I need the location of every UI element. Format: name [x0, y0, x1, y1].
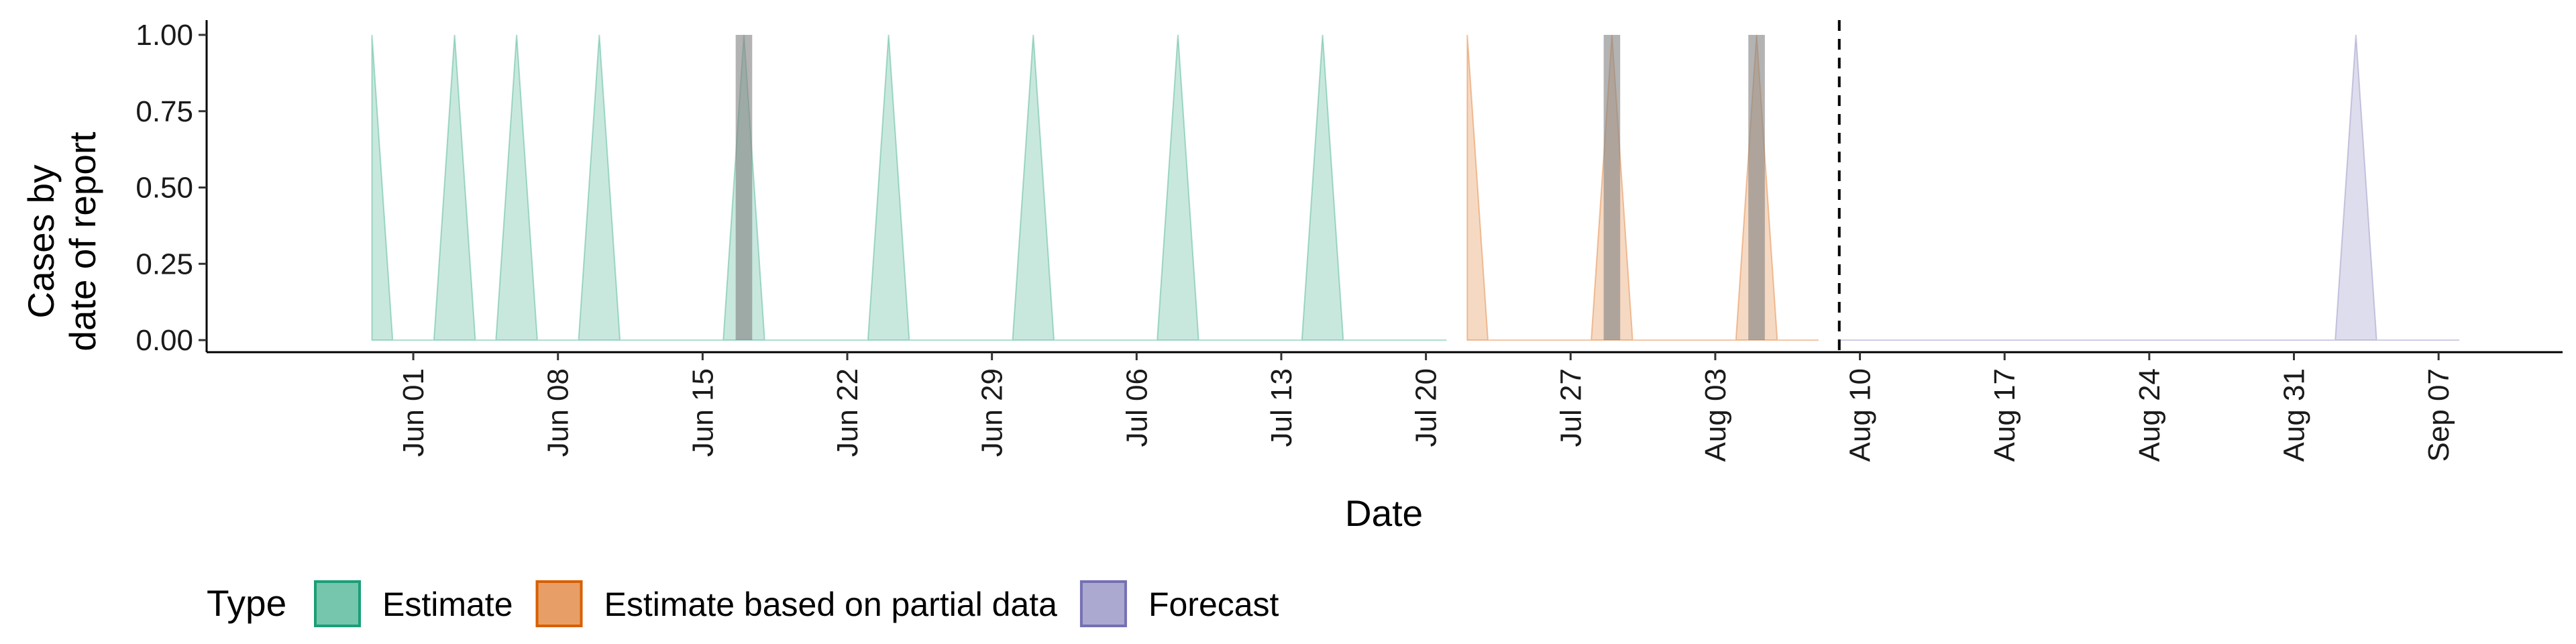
x-tick-label: Aug 10: [1844, 368, 1877, 462]
y-tick-label: 0.25: [136, 248, 193, 280]
y-tick-label: 1.00: [136, 19, 193, 52]
x-tick-label: Jun 08: [542, 368, 575, 457]
series-1: [1466, 34, 1819, 341]
y-axis: 0.00 0.25 0.50 0.75 1.00: [136, 19, 208, 357]
x-tick-label: Jul 20: [1410, 368, 1443, 447]
legend-item: Estimate: [314, 580, 513, 627]
x-tick-label: Sep 07: [2422, 368, 2455, 462]
x-tick-label: Aug 17: [1988, 368, 2021, 462]
legend-item: Estimate based on partial data: [535, 580, 1058, 627]
y-tick-label: 0.50: [136, 172, 193, 205]
x-tick-label: Aug 03: [1699, 368, 1732, 462]
x-tick-label: Jun 15: [686, 368, 719, 457]
observed-bars: [735, 35, 1765, 340]
x-tick-label: Jun 29: [976, 368, 1009, 457]
legend-items: Estimate Estimate based on partial data Fo…: [314, 580, 1279, 627]
legend-title: Type: [207, 582, 286, 624]
x-tick-label: Jul 13: [1265, 368, 1298, 447]
x-tick-label: Jun 22: [831, 368, 864, 457]
legend-label: Estimate: [382, 586, 513, 623]
plot-area: [371, 20, 2459, 352]
series-2: [1839, 34, 2459, 341]
legend-key: [314, 580, 361, 627]
x-tick-label: Aug 31: [2278, 368, 2311, 462]
x-tick-label: Jul 06: [1120, 368, 1153, 447]
observed-bar: [1748, 35, 1765, 340]
series-area: [1839, 34, 2459, 341]
x-tick-label: Jul 27: [1554, 368, 1587, 447]
legend-label: Estimate based on partial data: [604, 586, 1058, 623]
x-axis: Jun 01 Jun 08 Jun 15 Jun 22 Jun 29 Jul 06 Jul …: [207, 351, 2563, 462]
legend-key: [535, 580, 583, 627]
y-axis-title-line-1: Cases by: [20, 164, 62, 319]
observed-bar: [1603, 35, 1621, 340]
y-axis-title-line-2: date of report: [62, 131, 103, 351]
y-tick-label: 0.75: [136, 95, 193, 128]
observed-bar: [735, 35, 753, 340]
legend: Type Estimate Estimate based on partial d…: [207, 580, 1279, 627]
x-tick-label: Jun 01: [397, 368, 430, 457]
y-tick-label: 0.00: [136, 324, 193, 357]
x-tick-label: Aug 24: [2133, 368, 2166, 462]
legend-item: Forecast: [1079, 580, 1279, 627]
series-0: [371, 34, 1447, 341]
series-area: [371, 34, 1447, 341]
legend-label: Forecast: [1148, 586, 1279, 623]
legend-key: [1079, 580, 1127, 627]
x-axis-title: Date: [1345, 492, 1423, 534]
series-area: [1466, 34, 1819, 341]
